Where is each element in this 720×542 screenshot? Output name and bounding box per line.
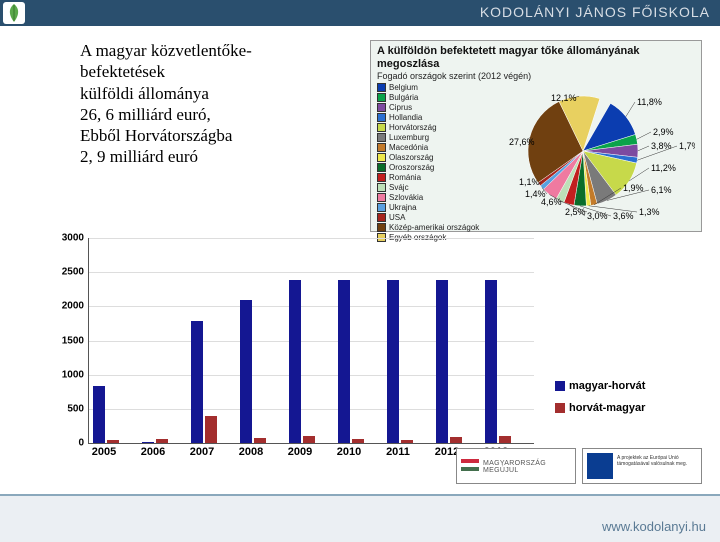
x-tick-label: 2006 xyxy=(141,446,165,458)
pie-legend-item: Oroszország xyxy=(377,163,479,173)
pie-label: 3,6% xyxy=(613,211,634,221)
pie-label: 2,9% xyxy=(653,127,674,137)
pie-legend-item: Ciprus xyxy=(377,103,479,113)
pie-label: 1,9% xyxy=(623,183,644,193)
pie-legend-item: Ukrajna xyxy=(377,203,479,213)
pie-legend-item: Luxemburg xyxy=(377,133,479,143)
pie-label: 3,8% xyxy=(651,141,672,151)
footer-link[interactable]: www.kodolanyi.hu xyxy=(602,519,706,534)
pie-legend-item: Horvátország xyxy=(377,123,479,133)
pie-label: 2,5% xyxy=(565,207,586,217)
pie-legend-item: Románia xyxy=(377,173,479,183)
bar xyxy=(289,280,301,443)
bar-plot xyxy=(88,238,534,444)
bar xyxy=(107,440,119,443)
text-line: 2, 9 milliárd euró xyxy=(80,146,360,167)
bar xyxy=(240,300,252,444)
pie-label: 3,0% xyxy=(587,211,608,221)
text-line: A magyar közvetlentőke- xyxy=(80,40,360,61)
pie-title: A külföldön befektetett magyar tőke állo… xyxy=(371,41,701,71)
bar xyxy=(142,442,154,443)
pie-legend-item: Közép-amerikai országok xyxy=(377,223,479,233)
pie-label: 1,4% xyxy=(525,189,546,199)
bar xyxy=(93,386,105,443)
pie-label: 6,1% xyxy=(651,185,672,195)
bar xyxy=(387,280,399,443)
pie-label: 1,3% xyxy=(639,207,660,217)
badge-hu: MAGYARORSZÁG MEGÚJUL xyxy=(456,448,576,484)
badge-eu: A projektek az Európai Unió támogatásáva… xyxy=(582,448,702,484)
y-tick-label: 3000 xyxy=(52,233,84,244)
bar xyxy=(401,440,413,443)
y-tick-label: 500 xyxy=(52,403,84,414)
bar xyxy=(191,321,203,443)
bar xyxy=(303,436,315,443)
y-tick-label: 2500 xyxy=(52,267,84,278)
pie-label: 1,7% xyxy=(679,141,695,151)
pie-label: 11,2% xyxy=(651,163,676,173)
summary-text: A magyar közvetlentőke- befektetések kül… xyxy=(80,40,360,168)
pie-chart: 11,8% 2,9% 3,8% 1,7% 11,2% 6,1% 1,9% 1,3% 3,6% 3,… xyxy=(465,81,695,229)
pie-legend-item: Olaszország xyxy=(377,153,479,163)
x-tick-label: 2007 xyxy=(190,446,214,458)
pie-legend-item: Svájc xyxy=(377,183,479,193)
y-tick-label: 0 xyxy=(52,438,84,449)
bar-legend: magyar-horvát horvát-magyar xyxy=(555,380,645,424)
x-tick-label: 2005 xyxy=(92,446,116,458)
bar xyxy=(205,416,217,443)
legend-item: horvát-magyar xyxy=(555,402,645,414)
bar xyxy=(352,439,364,443)
bar xyxy=(338,280,350,443)
top-bar: KODOLÁNYI JÁNOS FŐISKOLA xyxy=(0,0,720,26)
x-tick-label: 2009 xyxy=(288,446,312,458)
pie-legend-item: Macedónia xyxy=(377,143,479,153)
leaf-icon xyxy=(3,2,25,24)
pie-panel: A külföldön befektetett magyar tőke állo… xyxy=(370,40,702,232)
text-line: 26, 6 milliárd euró, xyxy=(80,104,360,125)
text-line: befektetések xyxy=(80,61,360,82)
legend-item: magyar-horvát xyxy=(555,380,645,392)
pie-legend-item: Szlovákia xyxy=(377,193,479,203)
pie-label: 12,1% xyxy=(551,93,577,103)
text-line: külföldi állománya xyxy=(80,83,360,104)
bar xyxy=(156,439,168,443)
x-tick-label: 2011 xyxy=(386,446,410,458)
x-tick-label: 2008 xyxy=(239,446,263,458)
bar xyxy=(436,280,448,443)
pie-label: 11,8% xyxy=(637,97,662,107)
pie-legend-item: Hollandia xyxy=(377,113,479,123)
bar xyxy=(485,280,497,443)
y-tick-label: 2000 xyxy=(52,301,84,312)
badges: MAGYARORSZÁG MEGÚJUL A projektek az Euró… xyxy=(456,448,702,484)
y-tick-label: 1000 xyxy=(52,369,84,380)
pie-legend: BelgiumBulgáriaCiprusHollandiaHorvátorsz… xyxy=(377,83,479,243)
y-tick-label: 1500 xyxy=(52,335,84,346)
pie-legend-item: USA xyxy=(377,213,479,223)
brand-title: KODOLÁNYI JÁNOS FŐISKOLA xyxy=(480,4,710,20)
x-tick-label: 2010 xyxy=(337,446,361,458)
bar xyxy=(499,436,511,443)
bar xyxy=(254,438,266,443)
bar xyxy=(450,437,462,443)
text-line: Ebből Horvátországba xyxy=(80,125,360,146)
pie-legend-item: Belgium xyxy=(377,83,479,93)
pie-label: 27,6% xyxy=(509,137,535,147)
footer-bar: www.kodolanyi.hu xyxy=(0,494,720,542)
bar-chart: 0500100015002000250030002005200620072008… xyxy=(52,238,542,468)
pie-legend-item: Bulgária xyxy=(377,93,479,103)
